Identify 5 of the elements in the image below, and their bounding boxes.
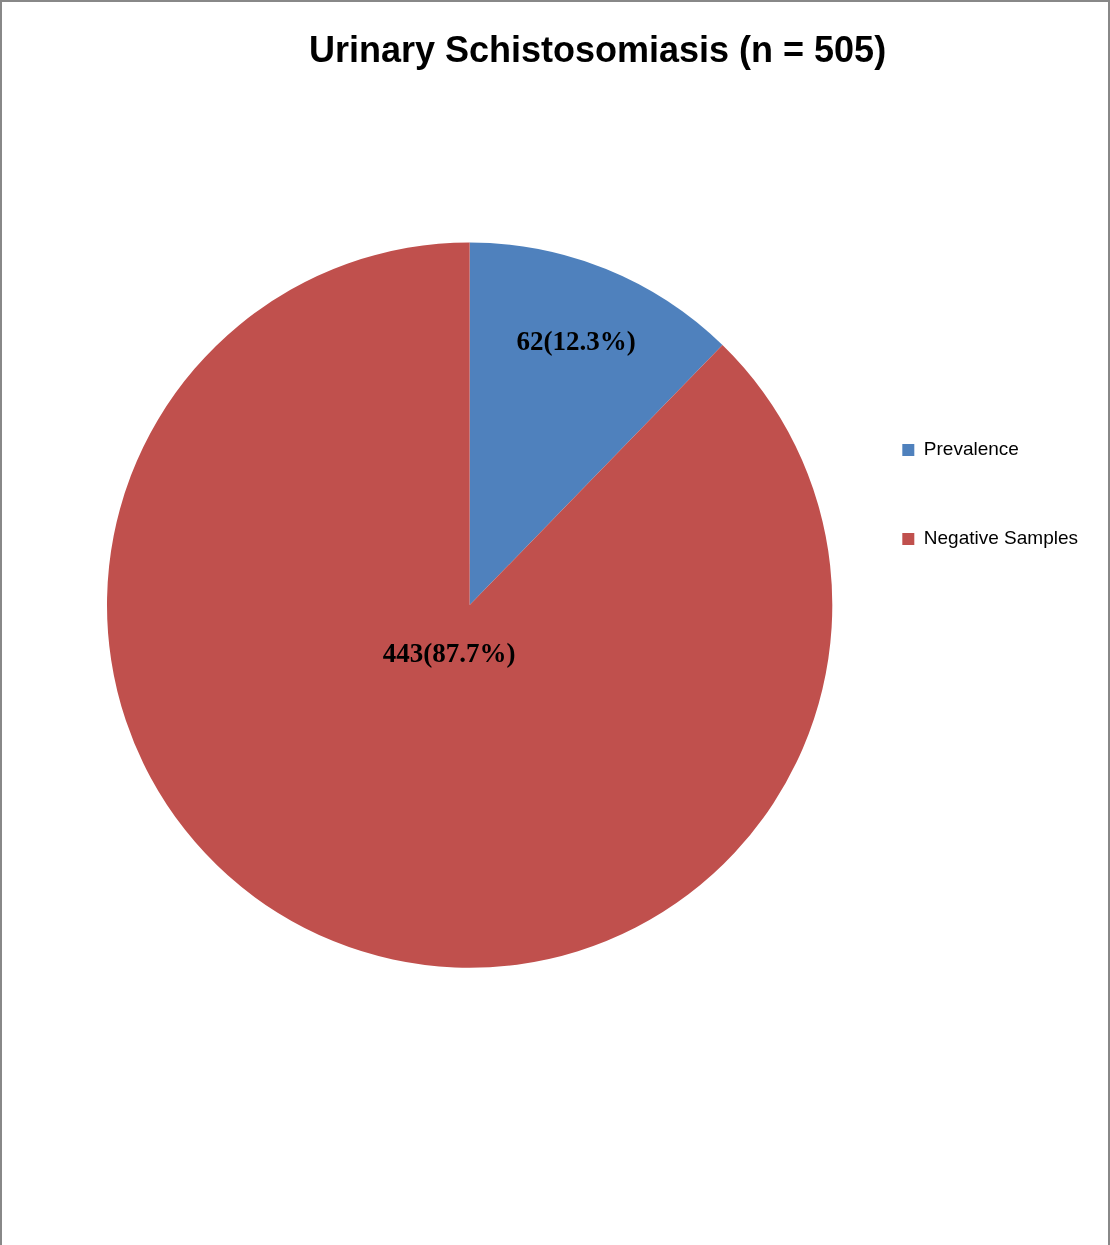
data-label: 443(87.7%) xyxy=(382,638,516,669)
legend-label: Negative Samples xyxy=(923,527,1079,549)
data-label: 62(12.3%) xyxy=(516,325,636,356)
chart-title: Urinary Schistosomiasis (n = 505) xyxy=(308,28,887,70)
legend-label: Prevalence xyxy=(923,438,1019,460)
